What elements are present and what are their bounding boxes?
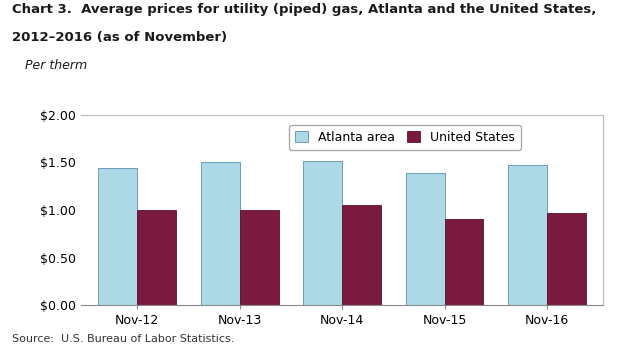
- Bar: [239, 210, 279, 305]
- Bar: [547, 213, 586, 305]
- Text: Source:  U.S. Bureau of Labor Statistics.: Source: U.S. Bureau of Labor Statistics.: [12, 333, 235, 344]
- Bar: [303, 161, 342, 305]
- Bar: [445, 219, 483, 305]
- Bar: [342, 205, 381, 305]
- Bar: [98, 168, 137, 305]
- Text: 2012–2016 (as of November): 2012–2016 (as of November): [12, 31, 228, 44]
- Bar: [201, 162, 239, 305]
- Bar: [137, 210, 176, 305]
- Bar: [406, 173, 445, 305]
- Legend: Atlanta area, United States: Atlanta area, United States: [289, 125, 521, 150]
- Bar: [508, 165, 547, 305]
- Text: Chart 3.  Average prices for utility (piped) gas, Atlanta and the United States,: Chart 3. Average prices for utility (pip…: [12, 3, 597, 16]
- Text: Per therm: Per therm: [25, 59, 87, 72]
